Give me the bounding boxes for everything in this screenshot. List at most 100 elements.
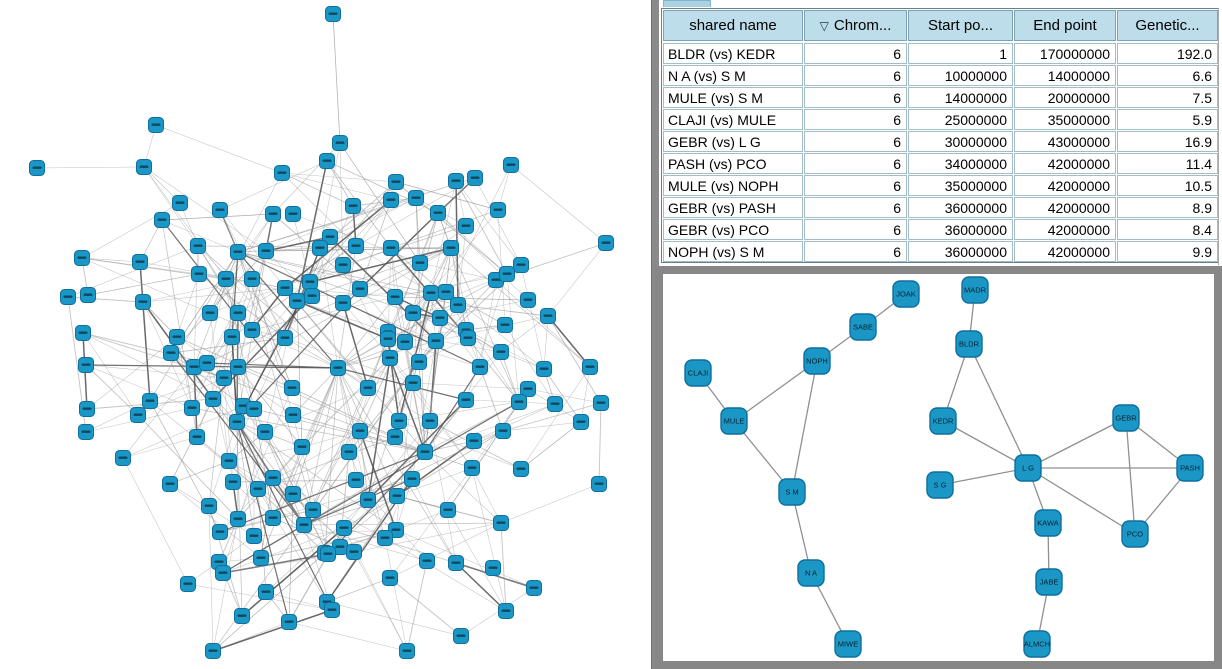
table-cell[interactable]: CLAJI (vs) MULE (663, 109, 803, 130)
network-node-madr[interactable]: MADR (961, 276, 989, 304)
network-node-pco[interactable]: PCO (1121, 520, 1149, 548)
column-header-shared-name[interactable]: shared name (663, 10, 803, 41)
table-cell[interactable]: BLDR (vs) KEDR (663, 43, 803, 64)
network-node-miwe[interactable]: MIWE (834, 630, 862, 658)
table-row[interactable]: MULE (vs) NOPH 6 35000000 42000000 10.5 (662, 174, 1218, 196)
node-shape[interactable] (803, 347, 831, 375)
table-cell[interactable]: 6 (804, 197, 907, 218)
network-node-kawa[interactable]: KAWA (1034, 509, 1062, 537)
table-cell[interactable]: 7.5 (1117, 87, 1218, 108)
node-shape[interactable] (1023, 630, 1051, 658)
node-shape[interactable] (1035, 568, 1063, 596)
table-cell[interactable]: 14000000 (1014, 65, 1116, 86)
network-edge[interactable] (1027, 467, 1136, 535)
table-row[interactable]: GEBR (vs) PCO 6 36000000 42000000 8.4 (662, 218, 1218, 240)
node-shape[interactable] (1034, 509, 1062, 537)
network-edge[interactable] (1125, 417, 1136, 535)
table-row[interactable]: BLDR (vs) KEDR 6 1 170000000 192.0 (662, 42, 1218, 64)
network-node-pash[interactable]: PASH (1176, 454, 1204, 482)
table-row[interactable]: MULE (vs) S M 6 14000000 20000000 7.5 (662, 86, 1218, 108)
table-row[interactable]: CLAJI (vs) MULE 6 25000000 35000000 5.9 (662, 108, 1218, 130)
node-shape[interactable] (834, 630, 862, 658)
table-cell[interactable]: 43000000 (1014, 131, 1116, 152)
table-cell[interactable]: 192.0 (1117, 43, 1218, 64)
network-edge[interactable] (1027, 417, 1127, 469)
network-node-bldr[interactable]: BLDR (955, 330, 983, 358)
table-row[interactable]: NOPH (vs) S M 6 36000000 42000000 9.9 (662, 240, 1218, 262)
node-shape[interactable] (778, 478, 806, 506)
table-cell[interactable]: 6 (804, 175, 907, 196)
table-cell[interactable]: 1 (908, 43, 1013, 64)
table-cell[interactable]: 9.9 (1117, 241, 1218, 262)
table-cell[interactable]: 6.6 (1117, 65, 1218, 86)
table-cell[interactable]: 35000000 (908, 175, 1013, 196)
filtered-network-view[interactable]: JOAK SABE NOPH CLAJI MULE S M N A MIWE MADR BLDR K… (663, 274, 1214, 661)
network-node-kedr[interactable]: KEDR (929, 407, 957, 435)
node-shape[interactable] (720, 407, 748, 435)
network-node-almch[interactable]: ALMCH (1023, 630, 1051, 658)
network-node-sabe[interactable]: SABE (849, 313, 877, 341)
table-cell[interactable]: 30000000 (908, 131, 1013, 152)
network-node-jabe[interactable]: JABE (1035, 568, 1063, 596)
table-cell[interactable]: 34000000 (908, 153, 1013, 174)
node-shape[interactable] (1176, 454, 1204, 482)
table-cell[interactable]: 42000000 (1014, 197, 1116, 218)
table-cell[interactable]: 10.5 (1117, 175, 1218, 196)
table-row[interactable]: GEBR (vs) L G 6 30000000 43000000 16.9 (662, 130, 1218, 152)
node-shape[interactable] (961, 276, 989, 304)
table-cell[interactable]: NOPH (vs) S M (663, 241, 803, 262)
table-cell[interactable]: 170000000 (1014, 43, 1116, 64)
filter-icon[interactable]: ▽ (819, 18, 829, 33)
table-cell[interactable]: 25000000 (908, 109, 1013, 130)
node-shape[interactable] (684, 359, 712, 387)
node-shape[interactable] (1014, 454, 1042, 482)
table-cell[interactable]: 6 (804, 131, 907, 152)
table-cell[interactable]: PASH (vs) PCO (663, 153, 803, 174)
table-cell[interactable]: 20000000 (1014, 87, 1116, 108)
node-shape[interactable] (929, 407, 957, 435)
network-node-noph[interactable]: NOPH (803, 347, 831, 375)
table-cell[interactable]: 42000000 (1014, 219, 1116, 240)
table-cell[interactable]: 36000000 (908, 219, 1013, 240)
table-cell[interactable]: 16.9 (1117, 131, 1218, 152)
table-cell[interactable]: 6 (804, 87, 907, 108)
table-scrollbar-track[interactable] (1218, 8, 1219, 265)
network-node-s-g[interactable]: S G (926, 471, 954, 499)
table-cell[interactable]: 6 (804, 65, 907, 86)
column-header-chrom[interactable]: ▽ Chrom... (804, 10, 907, 41)
table-cell[interactable]: 6 (804, 219, 907, 240)
table-cell[interactable]: 6 (804, 241, 907, 262)
column-header-end-point[interactable]: End point (1014, 10, 1116, 41)
node-shape[interactable] (926, 471, 954, 499)
network-edge[interactable] (939, 467, 1029, 486)
table-cell[interactable]: 10000000 (908, 65, 1013, 86)
table-cell[interactable]: 6 (804, 153, 907, 174)
table-cell[interactable]: 36000000 (908, 241, 1013, 262)
table-cell[interactable]: 42000000 (1014, 175, 1116, 196)
network-node-l-g[interactable]: L G (1014, 454, 1042, 482)
table-cell[interactable]: 36000000 (908, 197, 1013, 218)
node-shape[interactable] (955, 330, 983, 358)
node-shape[interactable] (797, 559, 825, 587)
network-edge[interactable] (942, 420, 1029, 469)
table-cell[interactable]: N A (vs) S M (663, 65, 803, 86)
table-tab-indicator[interactable] (663, 0, 711, 7)
node-shape[interactable] (849, 313, 877, 341)
table-cell[interactable]: 42000000 (1014, 153, 1116, 174)
table-cell[interactable]: 6 (804, 43, 907, 64)
column-header-genetic[interactable]: Genetic... (1117, 10, 1218, 41)
table-cell[interactable]: 35000000 (1014, 109, 1116, 130)
network-node-claji[interactable]: CLAJI (684, 359, 712, 387)
column-header-start-po[interactable]: Start po... (908, 10, 1013, 41)
network-edge[interactable] (968, 343, 1029, 469)
network-node-gebr[interactable]: GEBR (1112, 404, 1140, 432)
table-cell[interactable]: 5.9 (1117, 109, 1218, 130)
network-node-joak[interactable]: JOAK (892, 280, 920, 308)
table-cell[interactable]: MULE (vs) S M (663, 87, 803, 108)
table-cell[interactable]: 11.4 (1117, 153, 1218, 174)
network-edge[interactable] (791, 360, 818, 493)
table-cell[interactable]: GEBR (vs) PCO (663, 219, 803, 240)
network-node-s-m[interactable]: S M (778, 478, 806, 506)
table-cell[interactable]: 6 (804, 109, 907, 130)
table-row[interactable]: GEBR (vs) PASH 6 36000000 42000000 8.9 (662, 196, 1218, 218)
